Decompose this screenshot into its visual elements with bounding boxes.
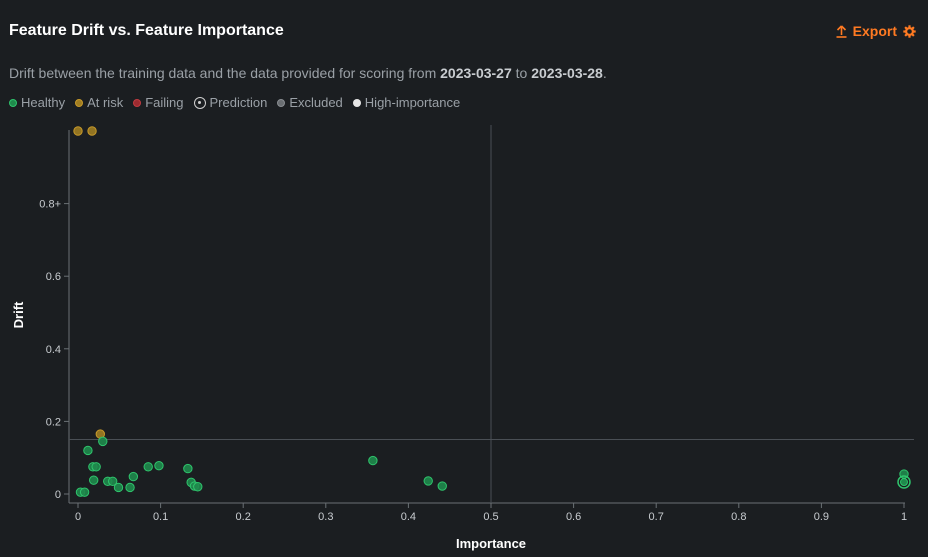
subtitle-text: Drift between the training data and the … (9, 65, 441, 81)
healthy-point (113, 482, 124, 493)
upload-icon (836, 24, 847, 38)
healthy-point (368, 455, 378, 466)
healthy-dot-icon (9, 98, 17, 107)
legend-item-healthy[interactable]: Healthy (9, 95, 65, 110)
x-tick-label: 0.1 (153, 511, 168, 523)
export-label: Export (852, 23, 897, 39)
healthy-point (91, 462, 101, 472)
healthy-point (125, 482, 135, 493)
at-risk-dot-icon (75, 98, 84, 107)
healthy-point (98, 436, 108, 447)
healthy-point (83, 445, 93, 456)
healthy-point (88, 475, 99, 485)
legend-item-failing[interactable]: Failing (133, 95, 184, 110)
export-button[interactable]: Export (836, 23, 916, 39)
chart-title: Feature Drift vs. Feature Importance (9, 22, 284, 39)
y-tick-label: 0.4 (46, 344, 61, 356)
y-tick-label: 0.8+ (39, 199, 61, 211)
gear-icon[interactable] (903, 24, 916, 38)
x-tick-label: 1 (901, 511, 907, 523)
y-axis-title: Drift (11, 301, 26, 328)
healthy-point (79, 487, 90, 497)
subtitle-middle: to (511, 65, 532, 81)
healthy-point (154, 460, 164, 471)
prediction-point-ring (897, 475, 911, 489)
end-date: 2023-03-28 (531, 65, 603, 81)
legend-label: Failing (145, 95, 184, 110)
legend-item-at-risk[interactable]: At risk (75, 95, 123, 110)
healthy-point (437, 481, 447, 491)
y-tick-label: 0.6 (46, 271, 61, 283)
legend: Healthy At risk Failing Prediction Exclu… (9, 95, 460, 110)
x-tick-label: 0.9 (814, 511, 829, 523)
legend-label: Prediction (209, 95, 268, 110)
y-tick-label: 0 (55, 489, 61, 501)
x-tick-label: 0.8 (731, 511, 746, 523)
healthy-point (193, 482, 203, 492)
excluded-dot-icon (277, 98, 286, 107)
healthy-point (128, 471, 139, 482)
legend-item-excluded[interactable]: Excluded (277, 95, 343, 110)
chart-subtitle: Drift between the training data and the … (9, 65, 607, 81)
x-tick-label: 0.4 (401, 511, 416, 523)
x-axis-title: Importance (456, 536, 526, 551)
high-importance-dot-icon (352, 98, 361, 107)
legend-label: High-importance (364, 95, 461, 110)
start-date: 2023-03-27 (440, 65, 512, 81)
x-tick-label: 0.5 (483, 511, 498, 523)
failing-dot-icon (133, 98, 142, 107)
legend-item-high-importance[interactable]: High-importance (352, 95, 461, 110)
chart-header: Feature Drift vs. Feature Importance Exp… (9, 22, 916, 44)
healthy-point (423, 476, 433, 486)
x-tick-label: 0.7 (649, 511, 664, 523)
legend-label: Healthy (21, 95, 66, 110)
legend-item-prediction[interactable]: Prediction (193, 95, 268, 110)
healthy-point (183, 463, 193, 474)
atrisk-point (87, 126, 97, 136)
legend-label: At risk (87, 95, 124, 110)
y-tick-label: 0.2 (46, 416, 61, 428)
x-tick-label: 0.2 (236, 511, 251, 523)
x-tick-label: 0.6 (566, 511, 581, 523)
atrisk-point (73, 126, 83, 136)
healthy-point (143, 462, 153, 472)
subtitle-suffix: . (602, 65, 607, 81)
legend-label: Excluded (289, 95, 343, 110)
prediction-point (900, 478, 908, 487)
x-tick-label: 0.3 (318, 511, 333, 523)
x-tick-label: 0 (75, 511, 81, 523)
target-icon (193, 96, 206, 109)
healthy-point (107, 476, 118, 486)
